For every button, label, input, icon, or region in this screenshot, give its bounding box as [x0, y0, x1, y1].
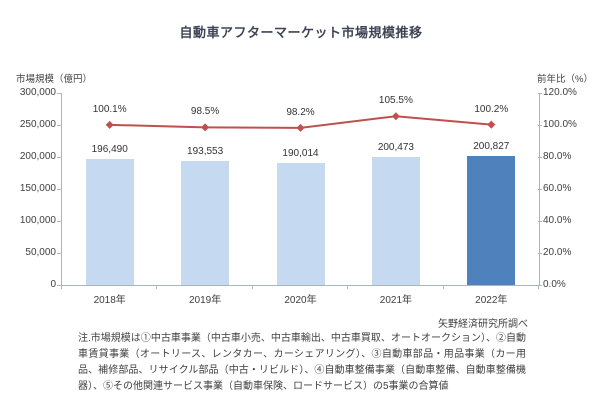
left-tickmark	[57, 221, 61, 222]
right-axis-tick: 20.0%	[543, 247, 572, 258]
right-axis-tick: 120.0%	[543, 87, 577, 98]
source-note: 矢野経済研究所調べ	[438, 319, 528, 330]
bar-value-label: 196,490	[91, 144, 128, 156]
left-tickmark	[57, 285, 61, 286]
bar-2021年	[371, 156, 420, 285]
x-axis-label: 2018年	[93, 295, 126, 306]
right-tickmark	[538, 93, 542, 94]
x-axis-label: 2019年	[188, 295, 222, 306]
bar-2018年	[85, 159, 134, 285]
line-marker-diamond-icon	[105, 120, 114, 129]
left-tickmark	[57, 93, 61, 94]
left-axis-tick: 250,000	[19, 119, 56, 130]
left-axis-tick: 150,000	[19, 183, 56, 194]
bar-2022年	[467, 156, 516, 285]
bar-value-label: 190,014	[282, 148, 319, 160]
yoy-value-label: 98.2%	[286, 106, 315, 118]
right-tickmark	[538, 125, 542, 126]
left-axis-tick: 200,000	[19, 151, 56, 162]
x-axis-tickmark	[61, 285, 62, 289]
right-axis-tick: 0.0%	[543, 279, 566, 290]
right-axis-title: 前年比（%）	[537, 74, 593, 85]
bar-value-label: 193,553	[187, 146, 224, 158]
x-axis-tickmark	[347, 285, 349, 289]
x-axis-tickmark	[156, 285, 158, 289]
chart-title: 自動車アフターマーケット市場規模推移	[179, 25, 423, 40]
right-tickmark	[538, 285, 542, 286]
x-axis-tickmark	[442, 285, 444, 289]
left-tickmark	[57, 125, 61, 126]
yoy-line	[105, 112, 496, 132]
left-tickmark	[57, 253, 61, 254]
bar-2019年	[181, 161, 230, 285]
left-axis-tick: 300,000	[19, 87, 56, 98]
right-tickmark	[538, 189, 542, 190]
plot-area: 196,490 2018年 100.1% 193,553 2019年 98.5% 190,0…	[61, 93, 540, 306]
x-axis-tickmark	[251, 285, 253, 289]
x-axis-tickmark	[538, 285, 539, 289]
yoy-value-label: 98.5%	[190, 106, 220, 118]
left-tickmark	[57, 157, 61, 158]
bar-value-label: 200,473	[377, 141, 414, 153]
line-marker-diamond-icon	[487, 120, 496, 129]
right-axis-tick: 100.0%	[543, 119, 577, 130]
x-axis-label: 2021年	[379, 295, 413, 306]
x-axis-label: 2020年	[284, 295, 317, 306]
right-axis-tick: 80.0%	[543, 151, 572, 162]
bar-2020年	[276, 163, 325, 285]
right-tickmark	[538, 221, 542, 222]
yoy-value-label: 100.2%	[474, 103, 509, 115]
x-axis-label: 2022年	[475, 295, 508, 306]
bar-value-label: 200,827	[473, 141, 510, 153]
line-marker-diamond-icon	[296, 123, 305, 132]
yoy-value-label: 105.5%	[378, 95, 413, 107]
yoy-value-label: 100.1%	[92, 103, 127, 115]
left-axis-tick: 0	[50, 279, 56, 290]
left-tickmark	[57, 189, 61, 190]
right-tickmark	[538, 253, 542, 254]
footnote: 注.市場規模は①中古車事業（中古車小売、中古車輸出、中古車買取、オートオークショ…	[78, 333, 526, 392]
right-axis-tick: 40.0%	[543, 215, 572, 226]
line-marker-diamond-icon	[201, 123, 210, 132]
right-axis-tick: 60.0%	[543, 183, 572, 194]
line-marker-diamond-icon	[391, 112, 400, 121]
left-axis-tick: 100,000	[19, 215, 56, 226]
left-axis-title: 市場規模（億円）	[16, 74, 93, 85]
right-tickmark	[538, 157, 542, 158]
left-axis-tick: 50,000	[25, 247, 56, 258]
